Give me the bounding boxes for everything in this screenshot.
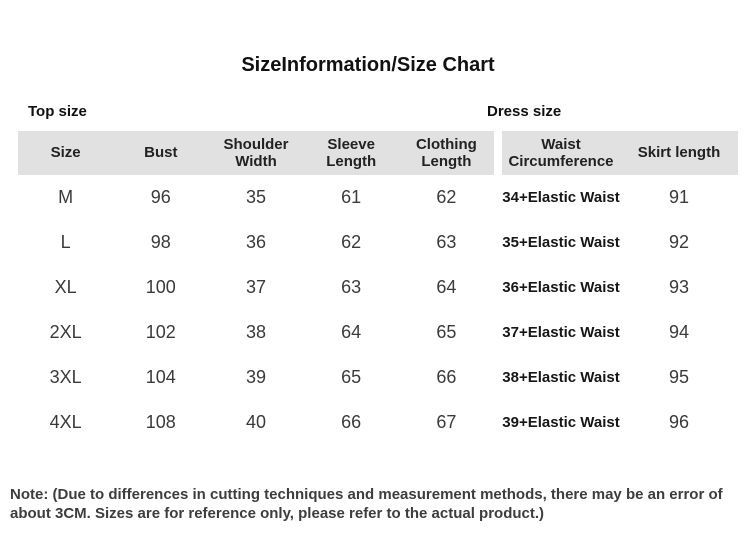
table-cell: 37 <box>208 265 304 310</box>
table-cell: 92 <box>620 220 738 265</box>
table-cell: 93 <box>620 265 738 310</box>
table-cell: 3XL <box>18 355 114 400</box>
table-cell: 94 <box>620 310 738 355</box>
table-cell: 96 <box>620 400 738 445</box>
dress-size-table: Waist Circumference Skirt length 34+Elasti… <box>502 131 738 445</box>
table-cell: 35 <box>208 175 304 220</box>
table-cell: 100 <box>113 265 209 310</box>
table-cell: 39+Elastic Waist <box>502 400 620 445</box>
table-cell: 34+Elastic Waist <box>502 175 620 220</box>
table-cell: 108 <box>113 400 209 445</box>
table-cell: 36+Elastic Waist <box>502 265 620 310</box>
table-cell: 38+Elastic Waist <box>502 355 620 400</box>
page-title: SizeInformation/Size Chart <box>241 54 495 76</box>
table-cell: 2XL <box>18 310 114 355</box>
table-cell: 65 <box>398 310 494 355</box>
table-cell: 62 <box>398 175 494 220</box>
table-cell: 64 <box>303 310 399 355</box>
column-header: Skirt length <box>620 131 738 175</box>
top-size-table: Size Bust Shoulder Width Sleeve Length Cloth… <box>18 131 494 445</box>
table-cell: 96 <box>113 175 209 220</box>
table-cell: XL <box>18 265 114 310</box>
column-header: Bust <box>113 131 209 175</box>
size-table: Size Bust Shoulder Width Sleeve Length Cloth… <box>18 131 738 445</box>
dress-size-section-label: Dress size <box>487 103 562 120</box>
table-cell: 35+Elastic Waist <box>502 220 620 265</box>
table-cell: 104 <box>113 355 209 400</box>
table-cell: 62 <box>303 220 399 265</box>
table-cell: 65 <box>303 355 399 400</box>
table-cell: 63 <box>398 220 494 265</box>
note-text: Note: (Due to differences in cutting tec… <box>10 486 723 522</box>
table-cell: 40 <box>208 400 304 445</box>
table-cell: 67 <box>398 400 494 445</box>
table-cell: L <box>18 220 114 265</box>
table-cell: 38 <box>208 310 304 355</box>
column-header: Size <box>18 131 114 175</box>
table-cell: 37+Elastic Waist <box>502 310 620 355</box>
table-cell: 61 <box>303 175 399 220</box>
table-cell: 64 <box>398 265 494 310</box>
table-cell: 102 <box>113 310 209 355</box>
table-cell: 95 <box>620 355 738 400</box>
table-cell: 66 <box>303 400 399 445</box>
table-cell: 63 <box>303 265 399 310</box>
column-header: Waist Circumference <box>502 131 620 175</box>
column-header: Shoulder Width <box>208 131 304 175</box>
table-cell: 98 <box>113 220 209 265</box>
table-cell: 66 <box>398 355 494 400</box>
column-header: Sleeve Length <box>303 131 399 175</box>
table-cell: 91 <box>620 175 738 220</box>
table-cell: 36 <box>208 220 304 265</box>
table-cell: M <box>18 175 114 220</box>
top-size-section-label: Top size <box>28 103 87 120</box>
column-header: Clothing Length <box>398 131 494 175</box>
table-cell: 39 <box>208 355 304 400</box>
table-cell: 4XL <box>18 400 114 445</box>
